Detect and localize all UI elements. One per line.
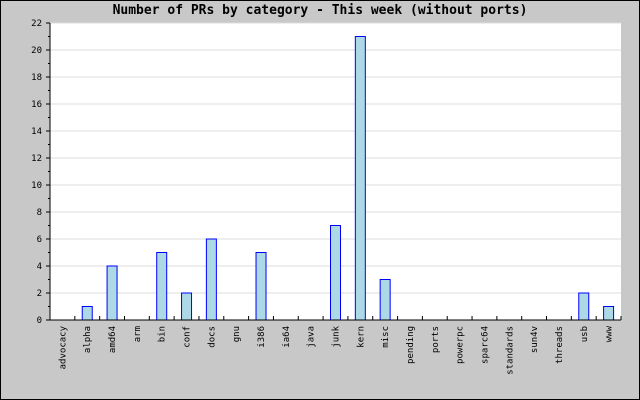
y-tick-label: 22 <box>31 19 42 29</box>
x-tick-label: arm <box>133 326 143 342</box>
x-tick-label: misc <box>381 326 391 348</box>
x-tick-label: sun4v <box>530 326 540 353</box>
bar-conf <box>181 292 193 321</box>
x-tick-label: threads <box>555 326 565 364</box>
x-tick-label: powerpc <box>456 326 466 364</box>
x-tick-label: kern <box>356 326 366 348</box>
x-tick-label: alpha <box>83 326 93 353</box>
y-tick-label: 2 <box>37 289 42 299</box>
bar-misc <box>379 279 391 321</box>
x-tick-label: ports <box>431 326 441 353</box>
y-tick-label: 14 <box>31 127 42 137</box>
x-tick-label: java <box>307 326 317 348</box>
x-tick-label: pending <box>406 326 416 364</box>
y-tick-label: 10 <box>31 181 42 191</box>
y-tick-label: 12 <box>31 154 42 164</box>
x-tick-label: usb <box>580 326 590 342</box>
x-tick-label: sparc64 <box>480 326 490 364</box>
x-tick-label: bin <box>158 326 168 342</box>
bar-alpha <box>81 306 93 321</box>
x-tick-label: www <box>605 325 615 342</box>
bar-www <box>603 306 615 321</box>
x-tick-label: junk <box>332 325 342 347</box>
y-tick-label: 20 <box>31 46 42 56</box>
x-tick-label: standards <box>505 326 515 375</box>
x-tick-label: advocacy <box>58 325 68 369</box>
y-tick-label: 8 <box>37 208 42 218</box>
bar-docs <box>205 238 217 321</box>
x-tick-label: conf <box>183 326 193 348</box>
x-tick-label: i386 <box>257 326 267 348</box>
chart-title: Number of PRs by category - This week (w… <box>112 3 528 18</box>
bar-kern <box>354 36 366 321</box>
bar-usb <box>578 292 590 321</box>
bar-junk <box>330 225 341 321</box>
x-tick-label: gnu <box>232 326 242 342</box>
x-tick-label: amd64 <box>108 326 118 353</box>
y-tick-label: 18 <box>31 73 42 83</box>
x-tick-label: ia64 <box>282 326 292 348</box>
bar-i386 <box>255 252 267 321</box>
bar-amd64 <box>106 265 118 321</box>
y-tick-label: 0 <box>37 316 42 326</box>
y-tick-label: 16 <box>31 100 42 110</box>
y-tick-label: 6 <box>37 235 42 245</box>
x-tick-label: docs <box>207 326 217 348</box>
y-tick-label: 4 <box>37 262 42 272</box>
bar-bin <box>156 252 168 321</box>
